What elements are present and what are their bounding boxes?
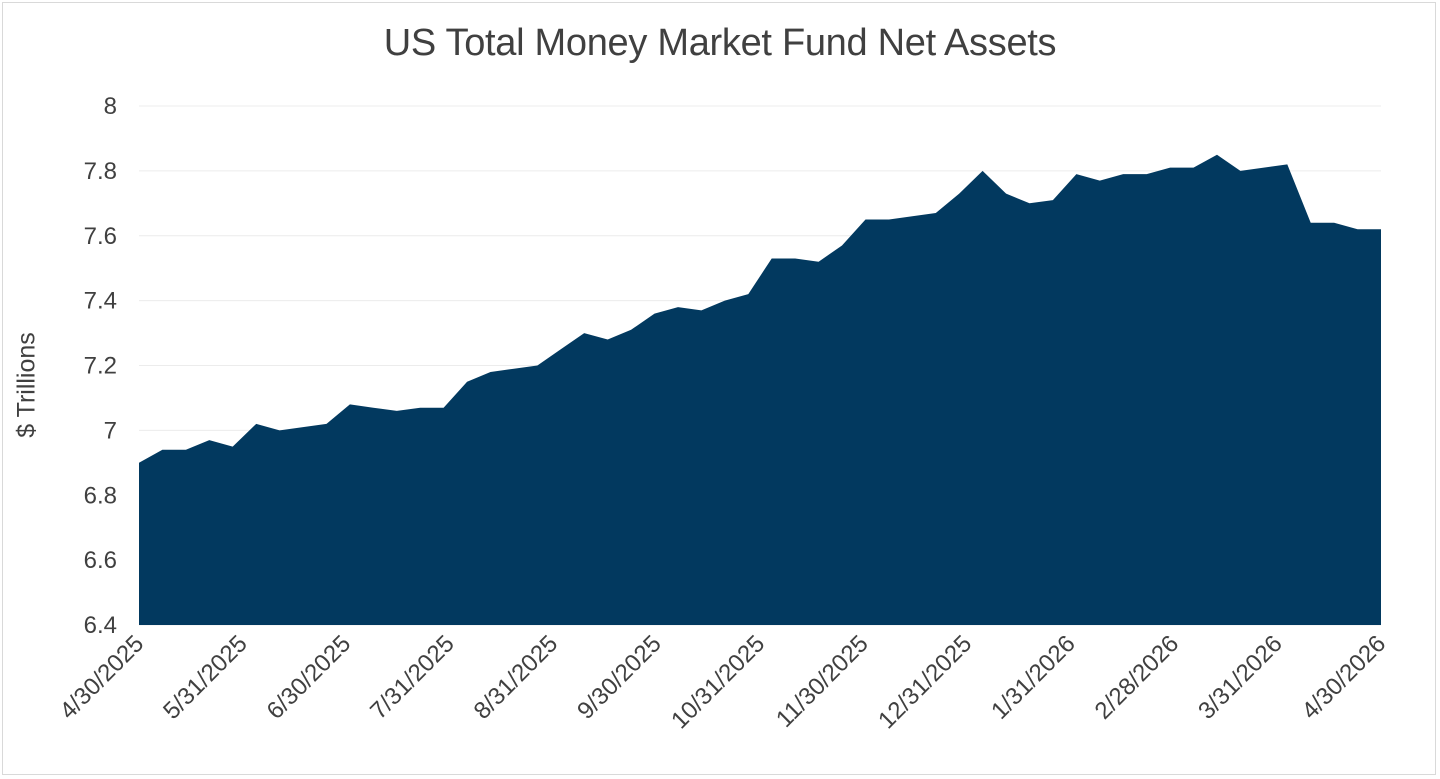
- y-tick-label: 6.4: [84, 612, 117, 639]
- x-tick-label: 4/30/2025: [55, 630, 150, 725]
- x-tick-label: 12/31/2025: [873, 630, 977, 734]
- x-tick-labels: 4/30/2025 5/31/2025 6/30/2025 7/31/2025 8/31…: [55, 630, 1392, 734]
- y-tick-label: 8: [104, 93, 117, 120]
- y-tick-labels: 6.4 6.6 6.8 7 7.2 7.4 7.6 7.8 8: [84, 93, 117, 639]
- x-tick-label: 11/30/2025: [771, 630, 874, 733]
- x-tick-label: 8/31/2025: [469, 630, 564, 725]
- y-tick-label: 6.8: [84, 482, 117, 509]
- y-tick-label: 7.8: [84, 158, 117, 185]
- x-tick-label: 1/31/2026: [986, 630, 1081, 725]
- x-tick-label: 10/31/2025: [666, 630, 770, 734]
- chart-title: US Total Money Market Fund Net Assets: [383, 22, 1057, 64]
- x-tick-label: 2/28/2026: [1090, 630, 1185, 725]
- x-tick-label: 7/31/2025: [365, 630, 460, 725]
- x-tick-label: 6/30/2025: [262, 630, 357, 725]
- y-tick-label: 7: [104, 417, 117, 444]
- x-tick-label: 3/31/2026: [1193, 630, 1288, 725]
- net-assets-area: [139, 154, 1381, 625]
- x-tick-label: 4/30/2026: [1297, 630, 1392, 725]
- x-tick-label: 9/30/2025: [572, 630, 667, 725]
- y-tick-label: 6.6: [84, 547, 117, 574]
- y-tick-label: 7.2: [84, 353, 117, 380]
- y-tick-label: 7.6: [84, 223, 117, 250]
- area-series: [139, 154, 1381, 625]
- x-tick-label: 5/31/2025: [158, 630, 253, 725]
- y-tick-label: 7.4: [84, 288, 117, 315]
